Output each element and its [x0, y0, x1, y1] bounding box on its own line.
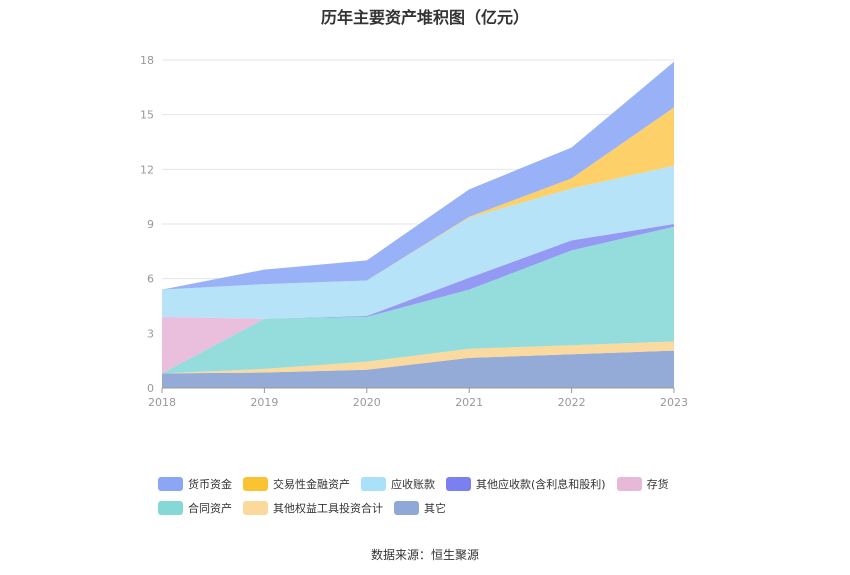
y-tick-label: 3 [147, 327, 154, 340]
legend-swatch [158, 501, 183, 515]
legend-swatch [446, 477, 471, 491]
area-series [162, 341, 674, 374]
area-series [162, 224, 674, 319]
legend-swatch [158, 477, 183, 491]
x-tick-label: 2019 [250, 396, 278, 409]
y-tick-label: 15 [140, 109, 154, 122]
legend-item[interactable]: 其它 [394, 500, 446, 516]
legend-label: 交易性金融资产 [273, 478, 350, 491]
stacked-area-chart: 0 3 6 9 12 15 18 2018 2019 2020 2021 2022 2023 [140, 54, 688, 409]
x-tick-label: 2022 [558, 396, 586, 409]
legend: 货币资金 交易性金融资产 应收账款 其他应收款(含利息和股利) 存货 合同资产 其他权益工… [158, 472, 718, 520]
legend-item[interactable]: 交易性金融资产 [243, 476, 350, 492]
y-tick-label: 6 [147, 273, 154, 286]
legend-label: 货币资金 [188, 478, 232, 491]
legend-item[interactable]: 存货 [616, 476, 669, 492]
legend-row-2: 合同资产 其他权益工具投资合计 其它 [158, 496, 718, 520]
legend-item[interactable]: 合同资产 [158, 500, 232, 516]
y-tick-label: 0 [147, 382, 154, 395]
legend-swatch [394, 501, 419, 515]
area-series [162, 61, 674, 290]
area-series-group [162, 61, 674, 388]
x-tick-label: 2020 [353, 396, 381, 409]
legend-label: 其它 [424, 502, 446, 515]
legend-item[interactable]: 货币资金 [158, 476, 232, 492]
legend-item[interactable]: 其他应收款(含利息和股利) [446, 476, 606, 492]
legend-label: 应收账款 [391, 478, 435, 491]
legend-label: 其他应收款(含利息和股利) [476, 478, 606, 491]
y-tick-label: 9 [147, 218, 154, 231]
y-tick-label: 12 [140, 163, 154, 176]
legend-item[interactable]: 应收账款 [361, 476, 435, 492]
legend-swatch [361, 477, 386, 491]
x-tick-label: 2023 [660, 396, 688, 409]
legend-swatch [243, 477, 268, 491]
x-tick-label: 2018 [148, 396, 176, 409]
chart-title: 历年主要资产堆积图（亿元） [320, 8, 529, 27]
legend-label: 其他权益工具投资合计 [273, 502, 383, 515]
legend-label: 存货 [646, 478, 669, 491]
area-series [162, 226, 674, 374]
data-source: 数据来源：恒生聚源 [370, 548, 479, 562]
x-tick-label: 2021 [455, 396, 483, 409]
legend-swatch [616, 477, 642, 491]
legend-item[interactable]: 其他权益工具投资合计 [243, 500, 383, 516]
y-tick-label: 18 [140, 54, 154, 67]
legend-label: 合同资产 [188, 502, 232, 515]
legend-swatch [243, 501, 268, 515]
area-series [162, 350, 674, 388]
axes: 0 3 6 9 12 15 18 2018 2019 2020 2021 2022 2023 [140, 54, 688, 409]
area-series [162, 165, 674, 319]
legend-row-1: 货币资金 交易性金融资产 应收账款 其他应收款(含利息和股利) 存货 [158, 472, 718, 496]
